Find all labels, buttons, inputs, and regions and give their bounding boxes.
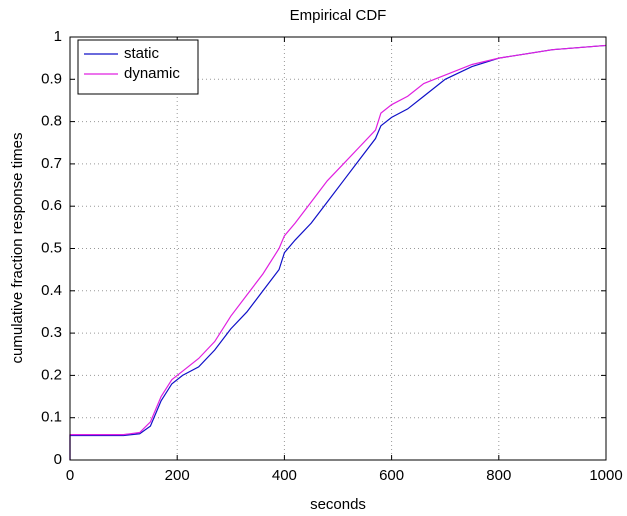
x-tick-label: 0 xyxy=(66,467,74,484)
y-tick-label: 0.8 xyxy=(41,113,62,130)
legend-label: dynamic xyxy=(124,65,180,82)
y-axis-label: cumulative fraction response times xyxy=(9,133,26,364)
series-line xyxy=(69,44,607,460)
y-tick-label: 0.9 xyxy=(41,70,62,87)
y-tick-label: 0.6 xyxy=(41,197,62,214)
x-axis-label: seconds xyxy=(310,496,366,513)
chart-title: Empirical CDF xyxy=(290,7,387,24)
x-tick-label: 1000 xyxy=(589,467,622,484)
y-tick-label: 0.4 xyxy=(41,282,62,299)
y-tick-label: 1 xyxy=(54,28,62,45)
x-tick-label: 200 xyxy=(165,467,190,484)
x-tick-label: 600 xyxy=(379,467,404,484)
y-tick-label: 0 xyxy=(54,451,62,468)
y-tick-label: 0.5 xyxy=(41,239,62,256)
y-tick-label: 0.7 xyxy=(41,155,62,172)
legend-box xyxy=(77,39,199,95)
legend-label: static xyxy=(124,45,160,62)
series-line xyxy=(69,44,607,460)
y-tick-label: 0.2 xyxy=(41,366,62,383)
plot-frame xyxy=(69,36,607,461)
x-tick-label: 800 xyxy=(486,467,511,484)
y-tick-label: 0.1 xyxy=(41,409,62,426)
x-tick-label: 400 xyxy=(272,467,297,484)
y-tick-label: 0.3 xyxy=(41,324,62,341)
